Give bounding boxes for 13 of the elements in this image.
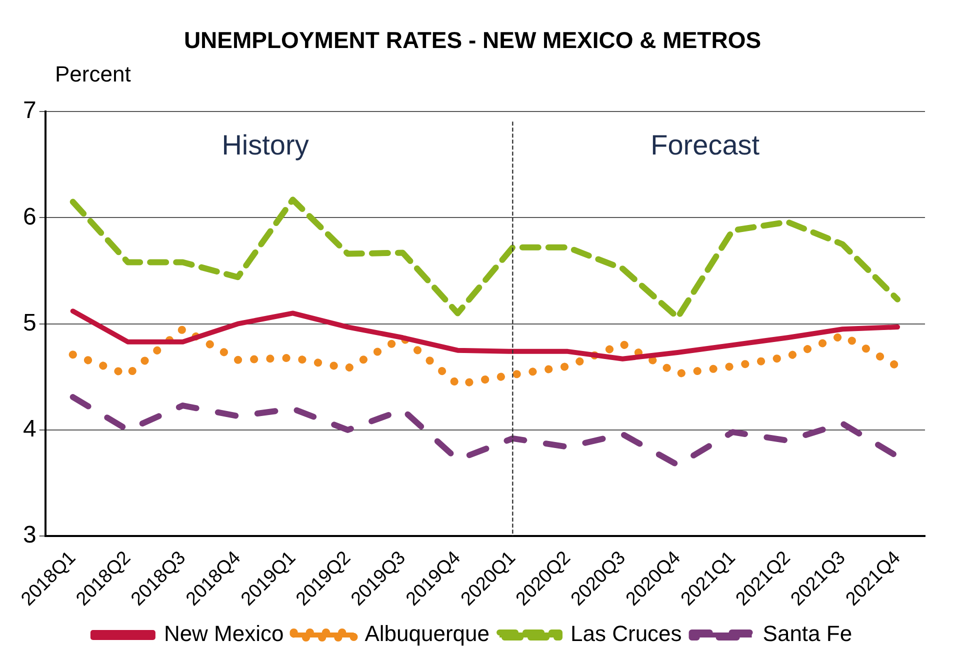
y-tick-label: 5: [22, 309, 36, 336]
y-tick-label: 6: [22, 203, 36, 230]
chart-title: UNEMPLOYMENT RATES - NEW MEXICO & METROS: [184, 27, 762, 54]
y-tick-label: 7: [22, 97, 36, 124]
y-tick-label: 3: [22, 522, 36, 549]
annotation: Forecast: [650, 129, 760, 160]
y-tick-label: 4: [22, 416, 36, 443]
legend-label: New Mexico: [164, 621, 284, 646]
legend-label: Albuquerque: [364, 621, 490, 646]
y-axis-title: Percent: [55, 62, 131, 87]
legend-label: Las Cruces: [570, 621, 682, 646]
annotation: History: [222, 129, 309, 160]
legend-label: Santa Fe: [762, 621, 852, 646]
